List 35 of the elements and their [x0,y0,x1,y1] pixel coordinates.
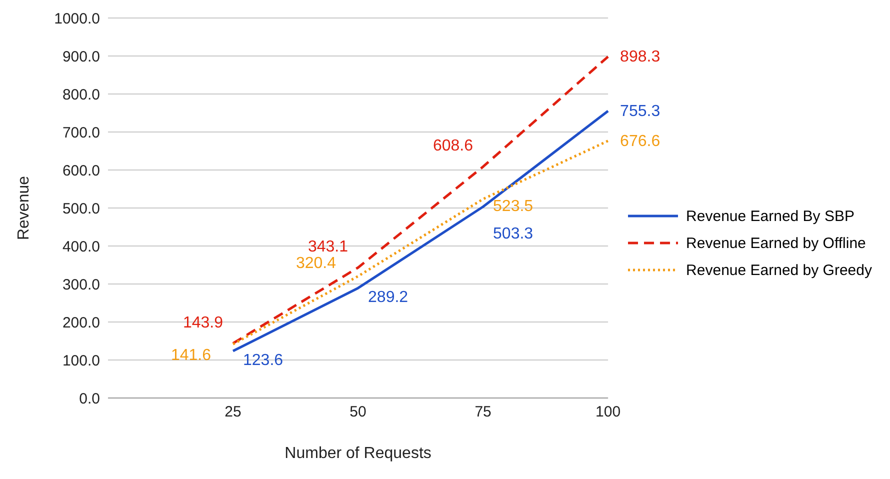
x-tick-label: 100 [596,404,621,421]
data-label: 676.6 [620,132,660,150]
data-label: 141.6 [170,347,212,364]
legend-label: Revenue Earned by Greedy [686,262,872,278]
y-tick-label: 900.0 [62,48,100,66]
data-label: 898.3 [620,48,660,66]
y-tick-label: 300.0 [62,276,100,294]
data-label: 289.2 [368,289,408,306]
y-tick-label: 400.0 [62,238,100,256]
line-series [232,140,610,346]
y-tick-label: 800.0 [62,86,100,104]
data-label: 523.5 [493,198,534,216]
data-label: 123.6 [243,352,284,370]
data-label: 320.4 [296,255,336,272]
data-label: 143.9 [182,314,224,332]
data-label: 755.3 [620,102,660,120]
y-tick-label: 200.0 [62,314,100,332]
legend-label: Revenue Earned By SBP [686,208,854,224]
x-tick-label: 75 [474,404,492,421]
x-axis-title: Number of Requests [284,445,432,462]
y-tick-label: 1000.0 [54,10,100,28]
y-tick-label: 700.0 [62,124,100,142]
y-tick-label: 0.0 [79,390,100,408]
x-tick-label: 25 [224,404,242,421]
line-series [232,55,610,345]
y-tick-label: 600.0 [62,162,100,180]
data-label: 343.1 [308,238,348,256]
line-series [232,110,610,352]
legend-label: Revenue Earned by Offline [686,234,866,252]
data-label: 608.6 [432,138,474,155]
y-tick-label: 100.0 [62,352,100,370]
data-label: 503.3 [493,226,534,243]
y-tick-label: 500.0 [62,200,100,218]
y-axis-title: Revenue [16,176,33,240]
x-tick-label: 50 [350,404,366,421]
